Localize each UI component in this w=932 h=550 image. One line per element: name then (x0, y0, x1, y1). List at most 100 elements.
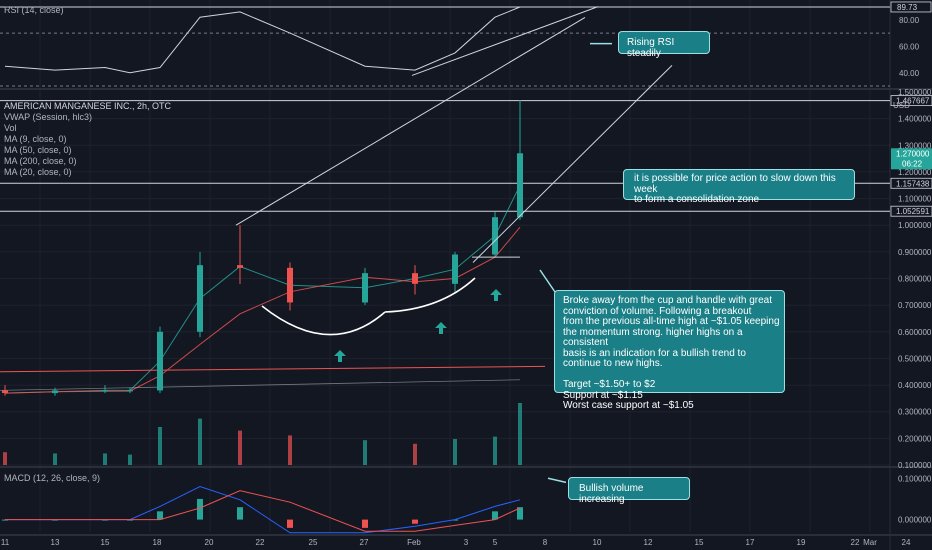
x-axis-label-5: 22 (256, 538, 265, 547)
macd-histogram-bar (287, 519, 293, 528)
consolidation-annotation[interactable]: it is possible for price action to slow … (623, 169, 855, 205)
volume-bar (128, 454, 132, 465)
rsi-tick-2: 80.00 (899, 16, 920, 25)
x-axis-label-0: 11 (1, 538, 10, 547)
x-axis-label-8: Feb (407, 538, 421, 547)
candle-body (287, 267, 293, 303)
price-level-label-0: 1.467667 (896, 97, 930, 106)
macd-legend: MACD (12, 26, close, 9) (4, 473, 100, 484)
x-axis-label-13: 12 (644, 538, 653, 547)
x-axis-label-12: 10 (593, 538, 602, 547)
rsi-tick-1: 60.00 (899, 42, 920, 51)
price-title: AMERICAN MANGANESE INC., 2h, OTC (4, 101, 172, 111)
price-level-label-2: 1.052591 (896, 207, 930, 216)
price-tick-13: 1.400000 (898, 115, 932, 124)
ma9-line (4, 185, 521, 394)
macd-note-pointer (547, 477, 567, 484)
price-top-label: 1.500000 (898, 88, 932, 97)
macd-histogram-bar (237, 507, 243, 520)
price-tick-1: 0.200000 (898, 434, 932, 443)
candle-body (2, 390, 8, 394)
price-level-box-1 (890, 177, 932, 189)
vol-legend-item: Vol (4, 123, 17, 133)
candle-body (197, 265, 203, 332)
macd-tick-0: 0.000000 (898, 516, 932, 525)
cup-curve (261, 305, 386, 336)
candle-body (517, 153, 523, 218)
macd-line (5, 485, 521, 534)
macd-histogram-bar (412, 519, 418, 524)
candle-body (157, 331, 163, 391)
candle-body (452, 254, 458, 284)
price-tick-8: 0.900000 (898, 248, 932, 257)
x-axis-label-10: 5 (493, 538, 498, 547)
up-arrow-icon-1 (435, 322, 447, 334)
price-level-box-0 (890, 95, 932, 107)
macd-histogram-bar (492, 511, 498, 520)
ma20-legend-item: MA (20, close, 0) (4, 167, 72, 177)
price-legend: AMERICAN MANGANESE INC., 2h, OTC VWAP (S… (4, 101, 171, 178)
last-price-label: 1.270000 (896, 149, 930, 158)
macd-histogram-bar (197, 498, 203, 520)
signal-line (5, 490, 521, 532)
breakout-note-pointer (539, 269, 556, 293)
x-axis-label-11: 8 (543, 538, 548, 547)
price-tick-6: 0.700000 (898, 301, 932, 310)
volume-bar (288, 435, 292, 465)
ma50-legend-item: MA (50, close, 0) (4, 145, 72, 155)
candle-body (237, 265, 243, 268)
x-axis-label-17: 22 (851, 538, 860, 547)
volume-bar (103, 453, 107, 465)
x-axis-label-18: 24 (902, 538, 911, 547)
x-axis-label-15: 17 (746, 538, 755, 547)
rsi-indicator-label: RSI (14, close) (4, 5, 64, 15)
rsi-legend: RSI (14, close) (4, 5, 64, 16)
price-tick-7: 0.800000 (898, 275, 932, 284)
price-tick-2: 0.300000 (898, 408, 932, 417)
candle-body (492, 217, 498, 255)
candle-body (52, 390, 58, 394)
rsi-line (4, 6, 521, 74)
breakout-annotation[interactable]: Broke away from the cup and handle with … (554, 290, 785, 411)
candle-body (102, 390, 108, 392)
price-tick-4: 0.500000 (898, 354, 932, 363)
ma200-legend-item: MA (200, close, 0) (4, 156, 77, 166)
up-arrow-icon-0 (334, 350, 346, 362)
volume-bar (53, 453, 57, 465)
rsi-annotation[interactable]: Rising RSI steadily (618, 31, 710, 58)
x-axis-label-1: 13 (51, 538, 60, 547)
candle-body (412, 273, 418, 284)
volume-bar (518, 403, 522, 465)
support-trendline (472, 65, 673, 263)
handle-curve (384, 277, 476, 313)
x-axis-label-14: 15 (695, 538, 704, 547)
macd-histogram-bar (362, 519, 368, 528)
x-axis-label-9: 3 (464, 538, 469, 547)
volume-bar (363, 440, 367, 465)
ma9-legend-item: MA (9, close, 0) (4, 134, 67, 144)
volume-bar (493, 436, 497, 465)
rsi-last-value: 89.73 (897, 3, 918, 12)
candle-body (362, 273, 368, 303)
macd-tick-1: 0.100000 (898, 474, 932, 483)
price-tick-10: 1.100000 (898, 195, 932, 204)
x-axis-label-7: 27 (360, 538, 369, 547)
macd-indicator-label: MACD (12, 26, close, 9) (4, 473, 101, 483)
volume-bar (158, 427, 162, 465)
price-tick-11: 1.200000 (898, 168, 932, 177)
countdown-label: 06:22 (902, 159, 923, 168)
rsi-trendline (411, 6, 599, 76)
macd-annotation[interactable]: Bullish volume increasing (568, 477, 690, 504)
x-axis-label-6: 25 (309, 538, 318, 547)
volume-bar (198, 418, 202, 465)
rsi-tick-0: 40.00 (899, 69, 920, 78)
x-axis-label-16: 19 (797, 538, 806, 547)
candle-body (127, 390, 133, 392)
vwap-legend-item: VWAP (Session, hlc3) (4, 112, 93, 122)
price-level-box-2 (890, 205, 932, 217)
ma50-line (0, 365, 546, 373)
rsi-last-box (890, 1, 932, 13)
x-axis-label-2: 15 (101, 538, 110, 547)
